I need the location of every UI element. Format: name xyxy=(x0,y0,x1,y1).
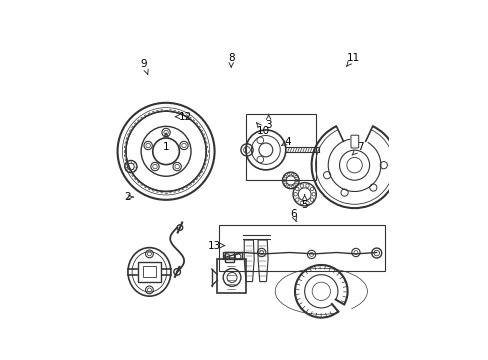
Bar xyxy=(142,266,156,278)
Text: 7: 7 xyxy=(351,142,363,155)
Text: 10: 10 xyxy=(256,123,269,135)
Text: 2: 2 xyxy=(123,192,133,202)
Bar xyxy=(217,260,246,293)
Bar xyxy=(223,252,242,260)
Text: 8: 8 xyxy=(227,53,234,67)
Text: 9: 9 xyxy=(140,59,148,75)
Text: 12: 12 xyxy=(175,112,192,122)
Text: 11: 11 xyxy=(346,53,359,66)
Text: 6: 6 xyxy=(290,209,296,221)
Text: 13: 13 xyxy=(207,240,224,251)
Text: 3: 3 xyxy=(265,114,271,130)
Bar xyxy=(246,114,315,180)
Text: 4: 4 xyxy=(281,136,291,147)
Text: 1: 1 xyxy=(163,133,169,152)
Bar xyxy=(224,252,233,262)
Bar xyxy=(218,225,384,270)
Text: 5: 5 xyxy=(301,195,307,210)
Bar xyxy=(138,262,160,282)
